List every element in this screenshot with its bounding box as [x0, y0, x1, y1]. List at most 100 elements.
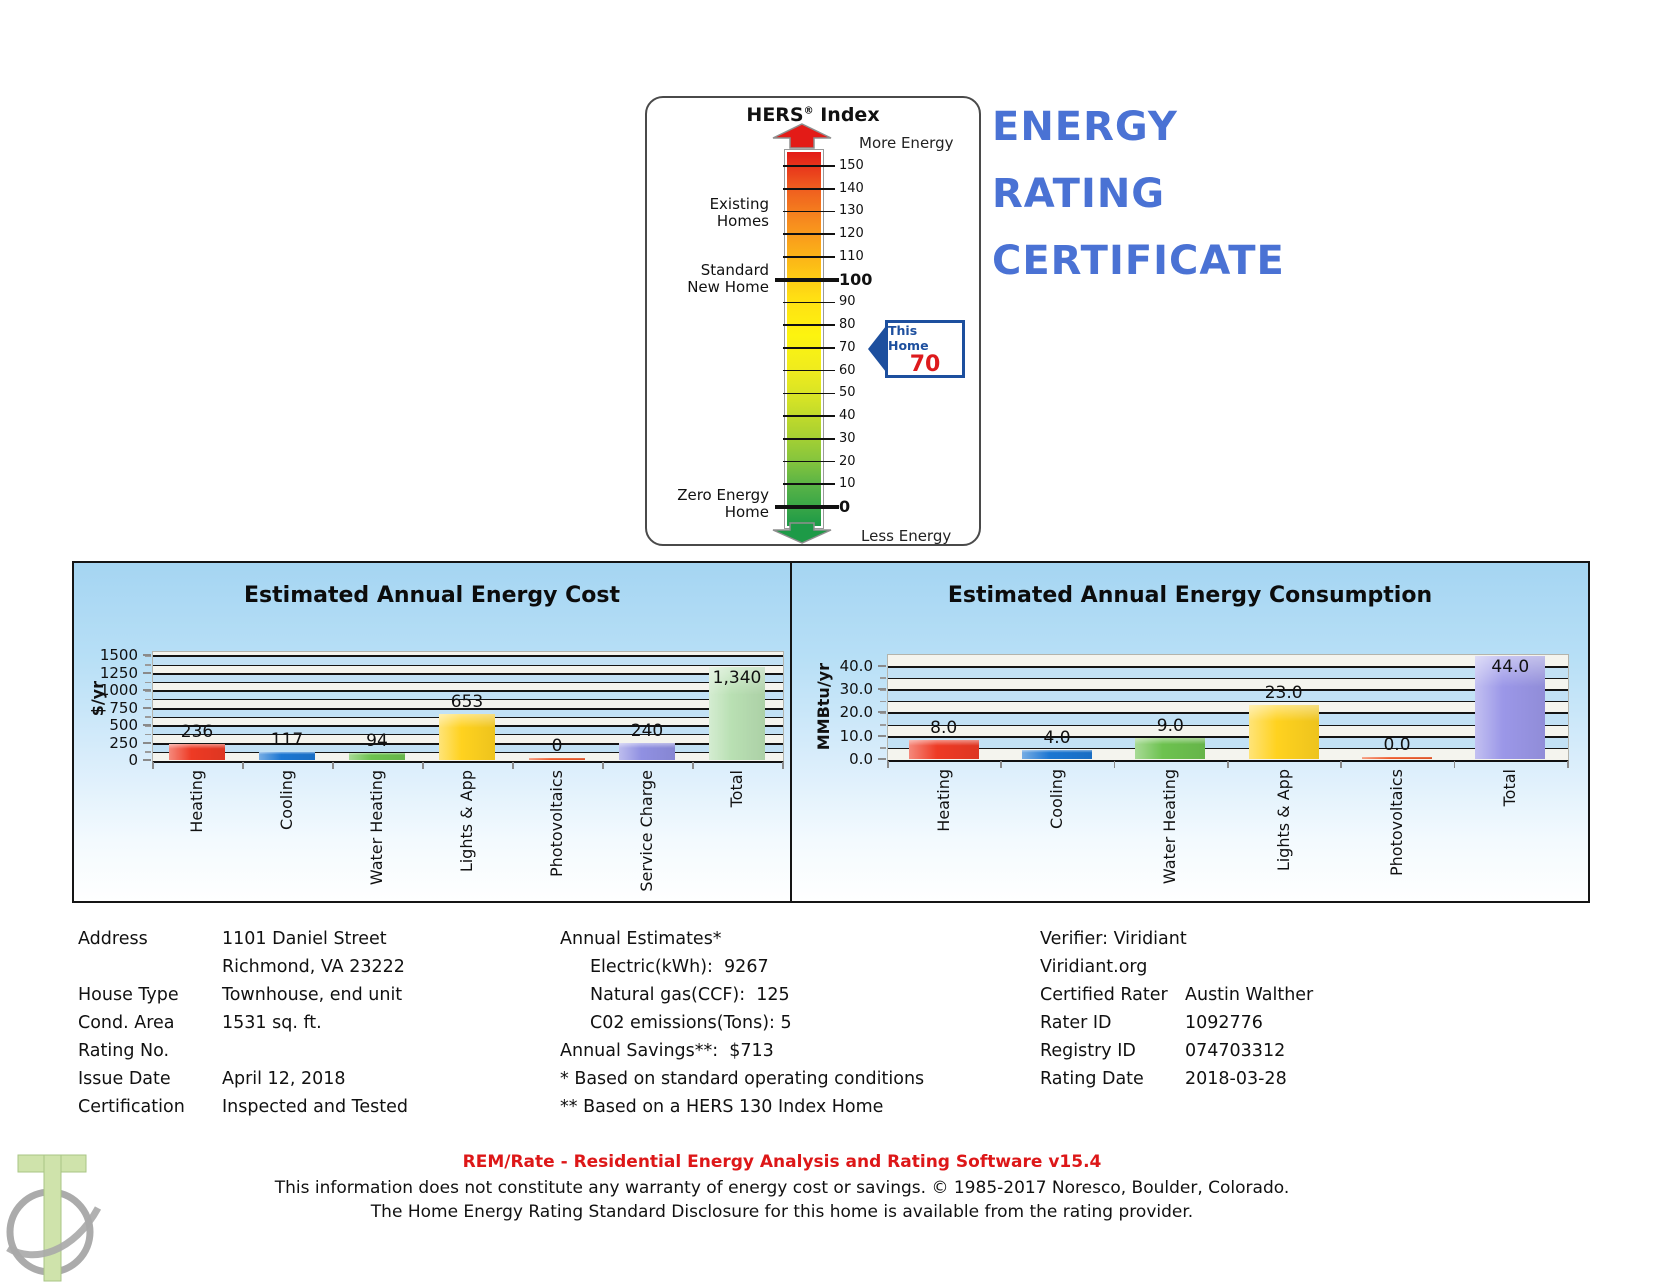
plot-band	[888, 690, 1568, 702]
detail-label: Certified Rater	[1040, 985, 1168, 1005]
certificate-heading-line3: CERTIFICATE	[992, 238, 1285, 284]
gridline	[153, 655, 783, 658]
certificate-heading-line2: RATING	[992, 171, 1166, 217]
gridline	[153, 672, 783, 675]
hers-tick-line	[783, 483, 835, 486]
detail-label: Rater ID	[1040, 1013, 1112, 1033]
y-tick-label: 10.0	[839, 726, 873, 745]
hers-tick-line	[783, 392, 835, 395]
category-label-lights-app: Lights & App	[1273, 769, 1293, 872]
hers-side-label-line: Homes	[716, 211, 769, 230]
provider-logo	[6, 1154, 102, 1282]
x-axis-tick-mark	[1567, 761, 1569, 768]
hers-tick-label: 130	[839, 203, 864, 219]
x-axis-tick-mark	[422, 762, 424, 769]
hers-tick-line	[783, 369, 835, 372]
hers-side-label-line: Standard	[700, 260, 769, 279]
detail-value: April 12, 2018	[222, 1069, 346, 1089]
bar-lights-app	[439, 714, 495, 760]
detail-annual-estimate-line: Electric(kWh): 9267	[590, 957, 769, 977]
gridline	[888, 677, 1568, 679]
certificate-heading-line1: ENERGY	[992, 104, 1178, 150]
software-credit-line: REM/Rate - Residential Energy Analysis a…	[462, 1152, 1102, 1172]
detail-value: Richmond, VA 23222	[222, 957, 405, 977]
y-tick-label: 250	[109, 733, 138, 752]
gridline	[888, 665, 1568, 668]
x-axis-tick-mark	[602, 762, 604, 769]
detail-value: Austin Walther	[1185, 985, 1314, 1005]
plot-band	[153, 652, 783, 657]
hers-tick-line	[783, 187, 835, 190]
hers-index-gauge-panel: HERS® Index More Energy Less Energy 150 1…	[645, 96, 981, 546]
hers-tick-label: 10	[839, 476, 856, 492]
bar-water-heating	[349, 753, 405, 760]
y-tick-label: 20.0	[839, 703, 873, 722]
plot-band	[888, 725, 1568, 737]
hers-index-title: HERS® Index	[647, 104, 979, 126]
hers-tick-line	[783, 460, 835, 463]
hers-tick-label: 0	[839, 496, 851, 516]
bar-value-label: 23.0	[1264, 683, 1303, 704]
hers-tick-line	[783, 301, 835, 304]
category-label-photovoltaics: Photovoltaics	[547, 770, 566, 877]
hers-tick-line	[783, 437, 835, 440]
y-tick-label: 500	[109, 716, 138, 735]
category-label-total: Total	[727, 770, 746, 808]
hers-tick-label: 60	[839, 362, 856, 378]
detail-value: Townhouse, end unit	[222, 985, 403, 1005]
x-axis-tick-mark	[1340, 761, 1342, 768]
hers-side-label-line: New Home	[687, 277, 769, 296]
bar-value-label: 94	[366, 731, 388, 752]
detail-label: Viridiant.org	[1040, 957, 1148, 977]
bar-lights-app	[1248, 705, 1319, 759]
detail-annual-estimate-line: Annual Estimates*	[560, 929, 722, 949]
more-energy-label: More Energy	[859, 134, 954, 152]
y-axis-tick-mark	[143, 706, 151, 709]
bar-value-label: 44.0	[1491, 657, 1530, 678]
disclosure-line: The Home Energy Rating Standard Disclosu…	[370, 1202, 1194, 1222]
detail-annual-estimate-line: ** Based on a HERS 130 Index Home	[560, 1097, 884, 1117]
plot-band	[153, 691, 783, 700]
bar-water-heating	[1135, 738, 1206, 759]
y-axis-tick-mark	[878, 734, 886, 737]
plot-band	[888, 736, 1568, 749]
gridline	[888, 747, 1568, 749]
detail-label: Issue Date	[78, 1069, 171, 1089]
this-home-marker: This Home 70	[885, 320, 965, 378]
x-axis-tick-mark	[692, 762, 694, 769]
plot-band	[888, 666, 1568, 679]
bar-cooling	[1022, 749, 1092, 759]
hers-tick-label: 30	[839, 430, 856, 446]
hers-tick-label: 70	[839, 339, 856, 355]
gridline	[888, 724, 1568, 726]
y-axis-tick-mark	[878, 688, 886, 690]
hers-title-suffix: Index	[813, 104, 880, 126]
hers-tick-line	[783, 233, 835, 235]
y-tick-label: 0.0	[849, 750, 873, 768]
bar-heating	[908, 740, 979, 759]
detail-annual-estimate-line: Annual Savings**: $713	[560, 1041, 774, 1061]
hers-tick-label: 110	[839, 248, 864, 264]
hers-tick-line	[783, 165, 835, 167]
hers-side-label-line: Existing	[709, 194, 769, 213]
less-energy-label: Less Energy	[861, 527, 952, 545]
y-tick-label: 1250	[99, 663, 138, 682]
y-axis-tick-mark	[878, 711, 886, 714]
bar-photovoltaics	[1362, 757, 1432, 759]
y-axis-tick-mark	[143, 654, 151, 657]
bar-total	[1475, 656, 1546, 759]
detail-label: Rating No.	[78, 1041, 170, 1061]
detail-value: Inspected and Tested	[222, 1097, 408, 1117]
hers-tick-label: 50	[839, 385, 856, 401]
x-axis-tick-mark	[887, 761, 889, 768]
y-axis-tick-mark	[880, 677, 886, 679]
category-label-lights-app: Lights & App	[457, 770, 476, 873]
hers-tick-line	[783, 415, 835, 417]
plot-band	[153, 699, 783, 709]
gridline	[153, 664, 783, 666]
x-axis-tick-mark	[1453, 761, 1456, 768]
gridline	[888, 712, 1568, 715]
bar-value-label: 0	[551, 736, 563, 756]
y-axis-tick-mark	[145, 698, 151, 701]
detail-label: Cond. Area	[78, 1013, 175, 1033]
